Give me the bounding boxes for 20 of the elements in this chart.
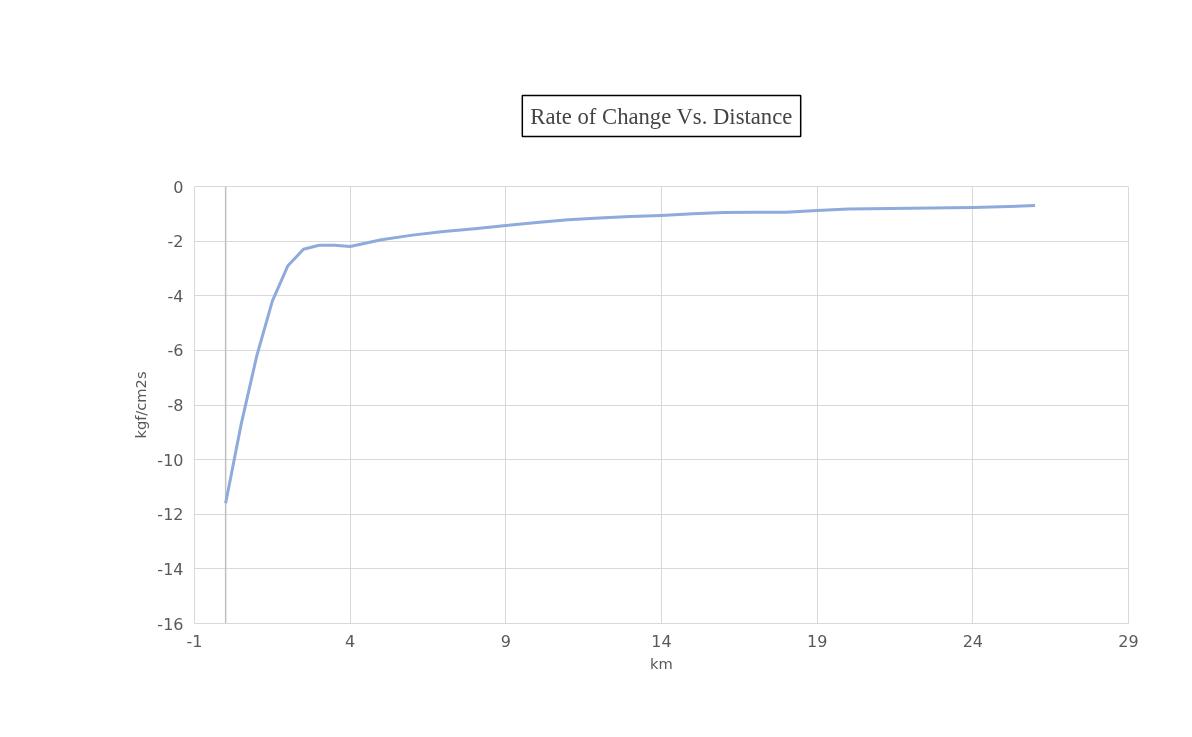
y-tick-label: -16 [157, 614, 184, 634]
y-tick-label: -12 [157, 505, 184, 525]
y-tick-label: -6 [167, 341, 184, 361]
y-tick-label: -4 [167, 286, 184, 306]
y-tick-label: -14 [157, 559, 184, 579]
y-tick-label: -10 [157, 450, 184, 470]
x-tick-label: -1 [186, 631, 203, 651]
y-tick-label: -8 [167, 396, 184, 415]
x-tick-label: 9 [500, 631, 511, 651]
x-tick-label: 19 [806, 631, 828, 651]
x-axis-title: km [650, 654, 673, 672]
y-tick-label: -2 [167, 232, 184, 252]
x-tick-label: 24 [962, 631, 984, 651]
x-tick-label: 4 [345, 631, 356, 651]
y-tick-label: 0 [173, 177, 184, 197]
x-tick-label: 14 [651, 631, 672, 651]
chart-title: Rate of Change Vs. Distance [530, 103, 793, 129]
y-axis-title: kgf/cm2s [132, 371, 150, 439]
line-series [224, 204, 1037, 505]
x-tick-label: 29 [1118, 631, 1139, 651]
